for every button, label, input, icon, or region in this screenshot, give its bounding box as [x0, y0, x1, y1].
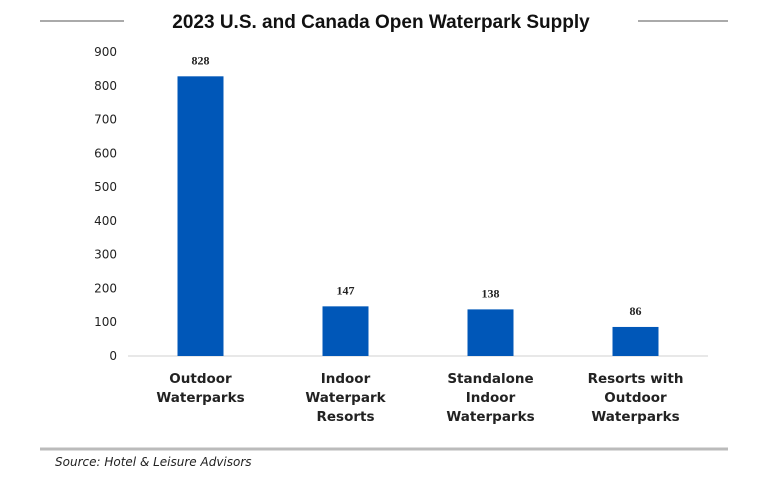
y-tick-label: 300: [94, 248, 117, 262]
y-tick-label: 600: [94, 146, 117, 160]
bar: [467, 309, 514, 356]
y-tick-label: 400: [94, 214, 117, 228]
x-category-label: Resorts: [316, 409, 374, 425]
data-label: 828: [192, 53, 210, 67]
y-tick-label: 500: [94, 180, 117, 194]
data-label: 147: [337, 283, 355, 297]
bar: [612, 326, 659, 356]
bar: [322, 306, 369, 356]
chart-title: 2023 U.S. and Canada Open Waterpark Supp…: [172, 12, 590, 33]
x-category-label: Waterparks: [591, 409, 679, 425]
x-category-label: Indoor: [321, 371, 371, 387]
data-label: 138: [482, 286, 500, 300]
y-tick-label: 0: [109, 349, 117, 363]
y-tick-label: 200: [94, 281, 117, 295]
y-tick-label: 700: [94, 113, 117, 127]
y-tick-label: 800: [94, 79, 117, 93]
data-label: 86: [630, 304, 642, 318]
x-category-label: Indoor: [466, 390, 516, 406]
y-tick-label: 900: [94, 45, 117, 59]
bar: [177, 76, 224, 356]
x-category-label: Waterparks: [446, 409, 534, 425]
x-category-label: Resorts with: [588, 371, 684, 387]
x-category-label: Waterparks: [156, 390, 244, 406]
source-note: Source: Hotel & Leisure Advisors: [55, 455, 252, 469]
x-category-label: Waterpark: [305, 390, 386, 406]
x-category-label: Standalone: [447, 371, 533, 387]
x-category-label: Outdoor: [169, 371, 232, 387]
x-category-label: Outdoor: [604, 390, 667, 406]
y-tick-label: 100: [94, 315, 117, 329]
